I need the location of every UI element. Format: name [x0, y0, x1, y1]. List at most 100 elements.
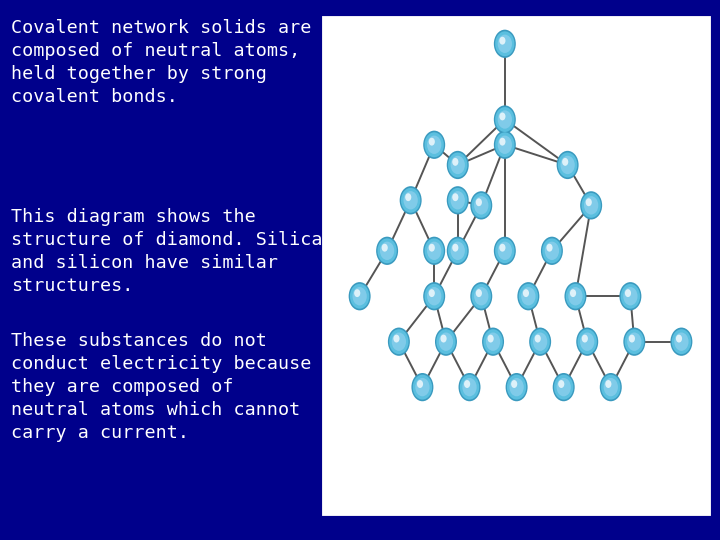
- Circle shape: [427, 241, 441, 260]
- FancyBboxPatch shape: [320, 14, 713, 518]
- Circle shape: [554, 375, 573, 400]
- Circle shape: [474, 196, 488, 214]
- Circle shape: [585, 198, 592, 206]
- Circle shape: [606, 380, 611, 388]
- Circle shape: [672, 329, 691, 354]
- Circle shape: [413, 375, 432, 400]
- Circle shape: [487, 335, 494, 342]
- Circle shape: [486, 333, 500, 351]
- Circle shape: [676, 335, 682, 342]
- Circle shape: [452, 244, 459, 252]
- Circle shape: [584, 196, 598, 214]
- Circle shape: [495, 238, 515, 263]
- Circle shape: [403, 191, 418, 210]
- Circle shape: [557, 378, 571, 396]
- Circle shape: [546, 244, 552, 252]
- Circle shape: [353, 287, 366, 306]
- Circle shape: [428, 289, 435, 297]
- Circle shape: [350, 284, 369, 309]
- Circle shape: [494, 105, 516, 134]
- Circle shape: [382, 244, 388, 252]
- Circle shape: [505, 373, 528, 401]
- Circle shape: [498, 136, 512, 154]
- Circle shape: [498, 35, 512, 53]
- Circle shape: [451, 156, 465, 174]
- Circle shape: [494, 131, 516, 159]
- Circle shape: [500, 138, 505, 146]
- Circle shape: [619, 282, 642, 310]
- Circle shape: [448, 152, 467, 178]
- Circle shape: [428, 138, 435, 146]
- Circle shape: [511, 380, 517, 388]
- Circle shape: [411, 373, 433, 401]
- Circle shape: [380, 241, 395, 260]
- Circle shape: [415, 378, 430, 396]
- Circle shape: [425, 132, 444, 157]
- Circle shape: [495, 132, 515, 157]
- Circle shape: [446, 186, 469, 214]
- Circle shape: [464, 380, 470, 388]
- Circle shape: [436, 329, 456, 354]
- Circle shape: [627, 333, 642, 351]
- Circle shape: [670, 328, 693, 356]
- Circle shape: [423, 131, 445, 159]
- Circle shape: [476, 198, 482, 206]
- Circle shape: [427, 136, 441, 154]
- Circle shape: [451, 191, 465, 210]
- Circle shape: [448, 188, 467, 213]
- Circle shape: [562, 158, 568, 166]
- Circle shape: [446, 237, 469, 265]
- Circle shape: [427, 287, 441, 306]
- Circle shape: [393, 335, 400, 342]
- Circle shape: [541, 237, 563, 265]
- Circle shape: [523, 289, 529, 297]
- Circle shape: [348, 282, 371, 310]
- Circle shape: [452, 158, 459, 166]
- Circle shape: [507, 375, 526, 400]
- Circle shape: [600, 373, 622, 401]
- Circle shape: [376, 237, 398, 265]
- Circle shape: [621, 284, 640, 309]
- Circle shape: [560, 156, 575, 174]
- Text: Covalent network solids are
composed of neutral atoms,
held together by strong
c: Covalent network solids are composed of …: [11, 19, 311, 106]
- Circle shape: [470, 282, 492, 310]
- Circle shape: [354, 289, 360, 297]
- Circle shape: [625, 329, 644, 354]
- Circle shape: [494, 30, 516, 58]
- Circle shape: [495, 31, 515, 56]
- Circle shape: [624, 287, 637, 306]
- Circle shape: [553, 373, 575, 401]
- Circle shape: [472, 284, 491, 309]
- Circle shape: [529, 328, 551, 356]
- Circle shape: [390, 329, 408, 354]
- Circle shape: [568, 287, 582, 306]
- Circle shape: [435, 328, 457, 356]
- Circle shape: [545, 241, 559, 260]
- Circle shape: [438, 333, 453, 351]
- Circle shape: [448, 238, 467, 263]
- Circle shape: [531, 329, 550, 354]
- Circle shape: [500, 37, 505, 45]
- Circle shape: [535, 335, 541, 342]
- Circle shape: [558, 380, 564, 388]
- Circle shape: [500, 112, 505, 120]
- Circle shape: [510, 378, 523, 396]
- Circle shape: [417, 380, 423, 388]
- Circle shape: [470, 191, 492, 219]
- Circle shape: [482, 328, 504, 356]
- Circle shape: [405, 193, 411, 201]
- Circle shape: [400, 186, 422, 214]
- Circle shape: [625, 289, 631, 297]
- Circle shape: [557, 151, 579, 179]
- Circle shape: [483, 329, 503, 354]
- Circle shape: [425, 284, 444, 309]
- Circle shape: [498, 241, 512, 260]
- Circle shape: [518, 284, 538, 309]
- Circle shape: [446, 151, 469, 179]
- Circle shape: [460, 375, 480, 400]
- Circle shape: [558, 152, 577, 178]
- Text: These substances do not
conduct electricity because
they are composed of
neutral: These substances do not conduct electric…: [11, 332, 311, 442]
- Circle shape: [566, 284, 585, 309]
- Circle shape: [674, 333, 688, 351]
- Circle shape: [494, 237, 516, 265]
